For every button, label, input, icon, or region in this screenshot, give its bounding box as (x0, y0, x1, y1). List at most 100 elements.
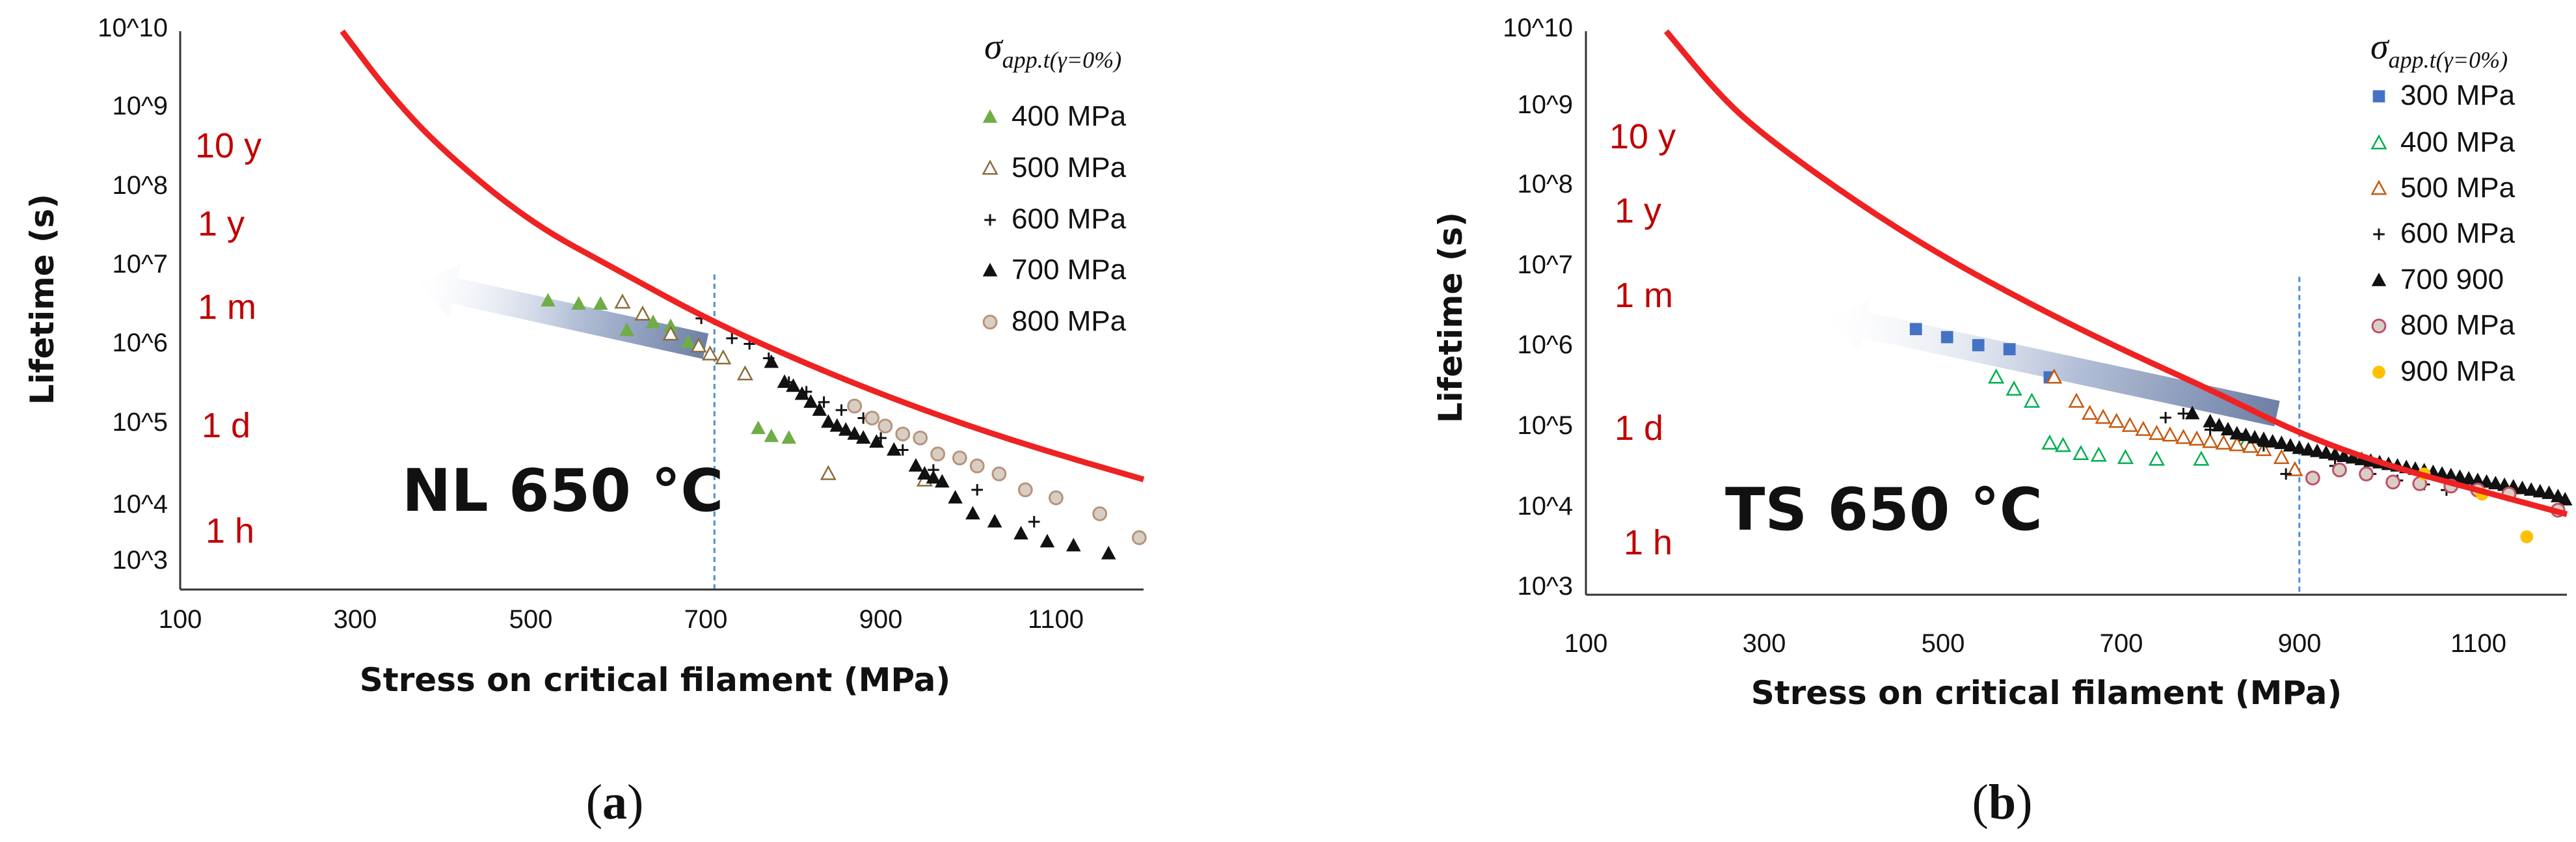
caption-letter: a (602, 775, 627, 830)
axes (1585, 31, 2567, 596)
data-point (2193, 450, 2210, 466)
data-point (855, 430, 871, 444)
data-point (896, 444, 909, 456)
legend-marker (2373, 228, 2385, 240)
condition-annotation: TS 650 °C (1725, 476, 2043, 544)
data-point (2301, 442, 2316, 456)
legend-marker (2371, 272, 2387, 286)
legend-entry-label: 300 MPa (2400, 79, 2516, 111)
duration-label-1h: 1 h (1624, 523, 1672, 562)
data-point (930, 446, 946, 462)
caption-open-paren: ( (586, 775, 602, 830)
legend-markers (982, 109, 999, 330)
data-point (2212, 418, 2227, 431)
y-tick-label: 10^10 (98, 14, 168, 42)
data-point (2177, 407, 2190, 420)
data-point (2479, 474, 2494, 488)
data-point (820, 465, 837, 480)
data-point (571, 296, 586, 310)
x-tick-label: 700 (2100, 629, 2143, 658)
trend-arrow-body (1827, 298, 2280, 427)
legend-entry-label: 800 MPa (1012, 305, 1127, 337)
data-point (2242, 437, 2259, 453)
data-point (2515, 480, 2530, 495)
legend-title-sigma: σ (2370, 27, 2390, 67)
legend-marker (982, 262, 998, 277)
legend-marker (984, 214, 996, 226)
data-point (726, 333, 738, 344)
legend-entry-label: 500 MPa (1012, 152, 1127, 183)
x-axis-title: Stress on critical filament (MPa) (1751, 674, 2342, 712)
data-point (2023, 392, 2041, 408)
data-point (2054, 437, 2071, 452)
data-point (2215, 434, 2232, 450)
data-point (969, 458, 985, 474)
data-point (764, 428, 779, 442)
data-point (948, 489, 963, 504)
data-point (2073, 444, 2089, 460)
data-point (1048, 490, 1064, 506)
legend-entry-label: 900 MPa (2400, 355, 2516, 387)
legend-title: σapp.t(γ=0%) (984, 27, 1121, 73)
y-tick-label: 10^7 (112, 250, 168, 278)
duration-label-1y: 1 y (1615, 191, 1661, 230)
legend-marker (982, 314, 998, 330)
data-point (2068, 392, 2085, 408)
data-point (2184, 405, 2200, 420)
duration-label-1m: 1 m (198, 288, 256, 327)
data-point (847, 398, 863, 414)
y-tick-label: 10^9 (1517, 90, 1573, 119)
data-point (2523, 482, 2539, 496)
data-point (619, 322, 634, 336)
data-point (1988, 368, 2005, 384)
data-point (1101, 545, 1116, 560)
x-tick-labels: 100 300 500 700 900 1100 (159, 605, 1084, 634)
data-point (1092, 506, 1108, 521)
data-point (2162, 426, 2179, 442)
legend-entry-label: 500 MPa (2400, 172, 2516, 204)
y-tick-label: 10^5 (112, 408, 168, 437)
data-point (1909, 323, 1922, 336)
data-point (701, 345, 719, 360)
y-tick-label: 10^4 (1517, 492, 1573, 521)
axes (179, 31, 1144, 591)
legend: σapp.t(γ=0%) 400 MPa 500 MPa 600 MPa 700… (982, 27, 1127, 337)
data-point (2309, 443, 2325, 457)
panel-b: 10^3 10^4 10^5 10^6 10^7 10^8 10^9 10^10… (1432, 14, 2573, 830)
duration-label-1h: 1 h (206, 511, 254, 550)
x-axis-title: Stress on critical filament (MPa) (360, 661, 951, 699)
data-point (777, 374, 792, 388)
duration-label-1d: 1 d (202, 406, 250, 445)
model-curve (1663, 29, 2568, 517)
data-point (634, 305, 651, 321)
data-point (812, 402, 827, 416)
legend-marker (982, 109, 998, 123)
data-point (2148, 424, 2165, 441)
data-point (1066, 537, 1081, 552)
x-tick-label: 500 (509, 605, 553, 634)
data-point (690, 337, 707, 353)
data-point (2488, 476, 2503, 490)
data-point (2148, 450, 2165, 466)
data-point (2006, 380, 2022, 396)
x-tick-label: 500 (1922, 629, 1965, 658)
data-point (2328, 446, 2342, 461)
legend-title-subscript: app.t(γ=0%) (2389, 47, 2508, 73)
data-point (2287, 461, 2303, 476)
data-point (878, 418, 893, 434)
x-tick-label: 900 (2278, 629, 2322, 658)
data-point (2332, 462, 2347, 478)
data-point (2247, 429, 2262, 444)
data-point (1040, 534, 1055, 548)
data-point (2385, 474, 2401, 490)
data-point (2082, 405, 2099, 420)
data-point (2461, 470, 2476, 485)
data-point (593, 296, 608, 310)
x-tick-label: 1100 (1028, 605, 1084, 634)
duration-labels: 10 y 1 y 1 m 1 d 1 h (1609, 117, 1676, 562)
legend-entry-label: 400 MPa (2400, 126, 2516, 158)
legend-marker (982, 159, 999, 175)
model-curve (340, 29, 1145, 483)
data-point (2117, 449, 2134, 465)
